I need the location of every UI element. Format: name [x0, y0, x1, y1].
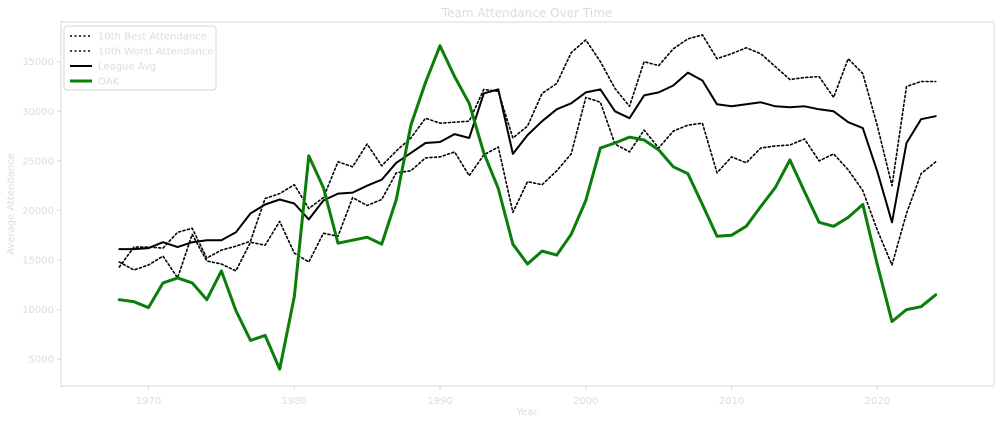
y-axis-label: Average Attendance: [6, 153, 17, 255]
series-lines: [117, 34, 938, 371]
x-tick-label: 1980: [282, 396, 307, 407]
y-tick-label: 25000: [22, 156, 54, 167]
y-tick-label: 5000: [29, 355, 54, 366]
x-tick-label: 1970: [136, 396, 161, 407]
legend-label: 10th Best Attendance: [98, 32, 207, 43]
y-tick-label: 20000: [22, 206, 54, 217]
legend-label: League Avg: [98, 62, 156, 73]
series-line-league-avg: [118, 71, 937, 251]
x-tick-label: 2000: [573, 396, 598, 407]
y-tick-label: 10000: [22, 305, 54, 316]
legend: 10th Best Attendance 10th Worst Attendanc…: [63, 25, 217, 91]
x-tick-label: 2020: [865, 396, 890, 407]
legend-label: OAK: [98, 77, 120, 88]
y-tick-label: 15000: [22, 256, 54, 267]
y-tick-label: 30000: [22, 107, 54, 118]
y-tick-label: 35000: [22, 57, 54, 68]
chart-title: Team Attendance Over Time: [441, 6, 612, 20]
legend-box: [63, 25, 217, 91]
x-tick-label: 2010: [719, 396, 744, 407]
axis-ticks: 1970 1980 1990 2000 2010 2020 5000 10000 15000 20…: [22, 57, 890, 407]
x-axis-label: Year: [515, 407, 538, 418]
series-line-10th-worst-attendance: [118, 96, 937, 279]
legend-label: 10th Worst Attendance: [98, 47, 213, 58]
x-tick-label: 1990: [427, 396, 452, 407]
series-line-10th-best-attendance: [118, 34, 937, 268]
series-line-oak: [117, 44, 938, 371]
